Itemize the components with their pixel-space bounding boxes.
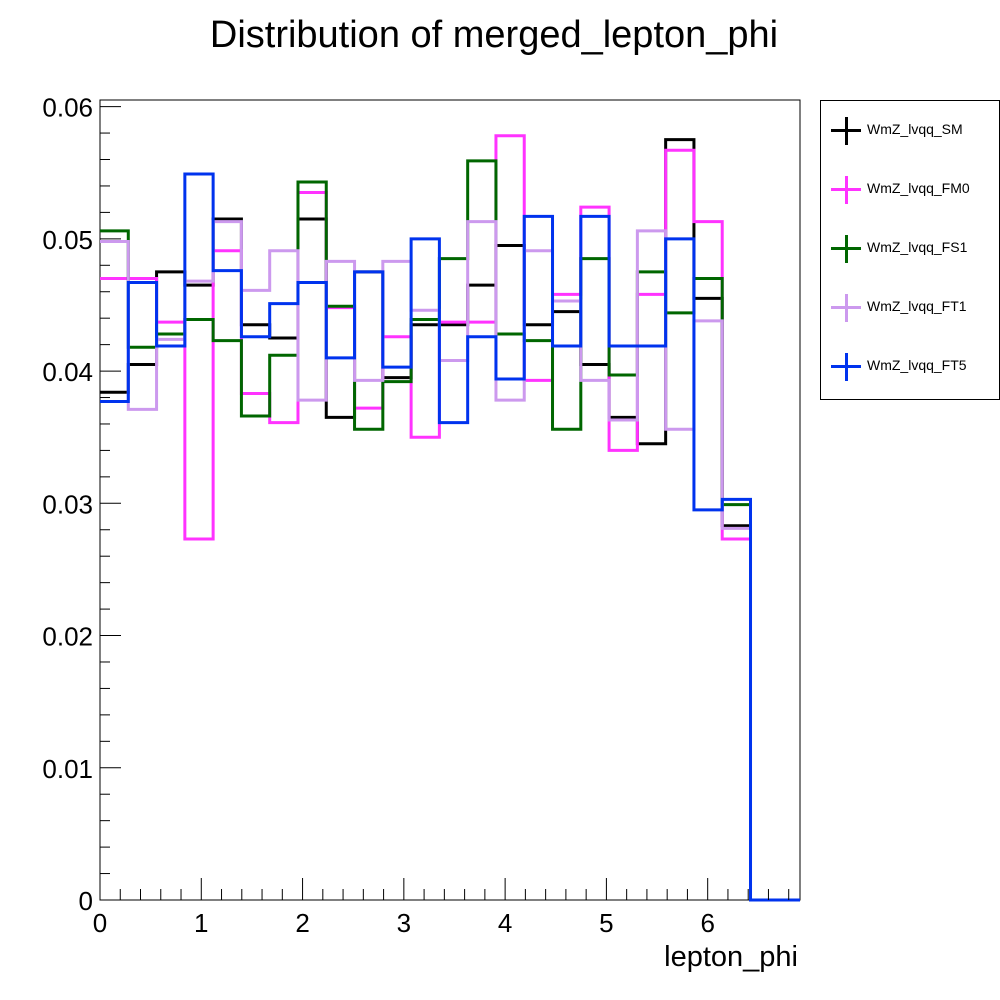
x-tick-label: 6	[700, 908, 714, 938]
x-tick-label: 0	[93, 908, 107, 938]
legend-entry-wmz-lvqq-ft1: WmZ_lvqq_FT1	[821, 288, 999, 328]
legend-entry-wmz-lvqq-fs1: WmZ_lvqq_FS1	[821, 229, 999, 269]
y-tick-label: 0.01	[42, 754, 93, 784]
legend-label: WmZ_lvqq_SM	[867, 121, 963, 137]
y-tick-label: 0.03	[42, 489, 93, 519]
x-tick-label: 5	[599, 908, 613, 938]
legend-marker-fs1	[829, 233, 863, 265]
legend: WmZ_lvqq_SM WmZ_lvqq_FM0 WmZ_lvqq_FS1 Wm…	[820, 100, 1000, 400]
axis-layer: 0 1 2 3 4 5 6 0 0.01 0.02 0.03 0.04 0.05 0.06	[42, 93, 790, 938]
legend-entry-wmz-lvqq-ft5: WmZ_lvqq_FT5	[821, 347, 999, 387]
legend-label: WmZ_lvqq_FS1	[867, 239, 968, 255]
x-tick-label: 1	[194, 908, 208, 938]
y-tick-label: 0.04	[42, 357, 93, 387]
y-tick-label: 0	[79, 886, 93, 916]
plot-frame	[99, 99, 801, 901]
legend-entry-wmz-lvqq-fm0: WmZ_lvqq_FM0	[821, 170, 999, 210]
legend-label: WmZ_lvqq_FT5	[867, 357, 967, 373]
legend-label: WmZ_lvqq_FT1	[867, 298, 967, 314]
legend-marker-sm	[829, 115, 863, 147]
y-tick-label: 0.06	[42, 93, 93, 123]
legend-entry-wmz-lvqq-sm: WmZ_lvqq_SM	[821, 111, 999, 151]
legend-marker-fm0	[829, 174, 863, 206]
series-line-wmz-lvqq-ft5	[100, 172, 800, 902]
x-tick-label: 3	[397, 908, 411, 938]
x-tick-label: 4	[498, 908, 512, 938]
legend-marker-ft1	[829, 292, 863, 324]
legend-marker-ft5	[829, 351, 863, 383]
y-tick-label: 0.02	[42, 622, 93, 652]
chart-title: Distribution of merged_lepton_phi	[210, 14, 778, 56]
x-tick-label: 2	[295, 908, 309, 938]
y-tick-label: 0.05	[42, 225, 93, 255]
x-axis-label: lepton_phi	[664, 941, 798, 973]
legend-label: WmZ_lvqq_FM0	[867, 180, 970, 196]
series-layer	[100, 134, 800, 902]
